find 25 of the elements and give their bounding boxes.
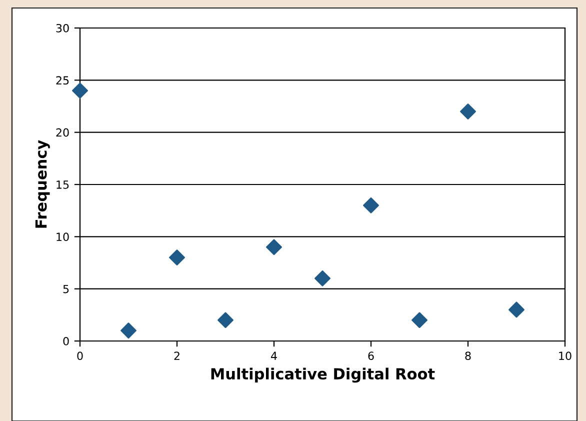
y-tick-label: 5 (63, 284, 69, 294)
point (314, 270, 330, 286)
y-tick-label: 0 (63, 336, 69, 346)
x-tick-label: 6 (368, 352, 374, 360)
point (460, 103, 476, 120)
x-tick-label: 8 (465, 352, 471, 360)
x-tick-label: 2 (174, 352, 180, 360)
point (218, 312, 234, 328)
point (508, 302, 524, 318)
y-tick-label: 30 (56, 24, 69, 32)
y-tick-label: 10 (56, 232, 69, 242)
point (72, 82, 88, 99)
point (412, 312, 428, 328)
point (169, 250, 185, 266)
point (363, 197, 379, 214)
x-tick-label: 10 (559, 352, 572, 360)
x-tick-label: 0 (77, 352, 83, 360)
y-tick-label: 15 (56, 180, 69, 189)
point (120, 322, 136, 339)
y-tick-label: 20 (56, 128, 69, 137)
x-tick-label: 4 (271, 352, 277, 360)
y-axis-title: Frequency (35, 140, 50, 228)
x-axis-title: Multiplicative Digital Root (211, 368, 435, 383)
point (266, 239, 282, 256)
y-tick-label: 25 (56, 76, 69, 85)
